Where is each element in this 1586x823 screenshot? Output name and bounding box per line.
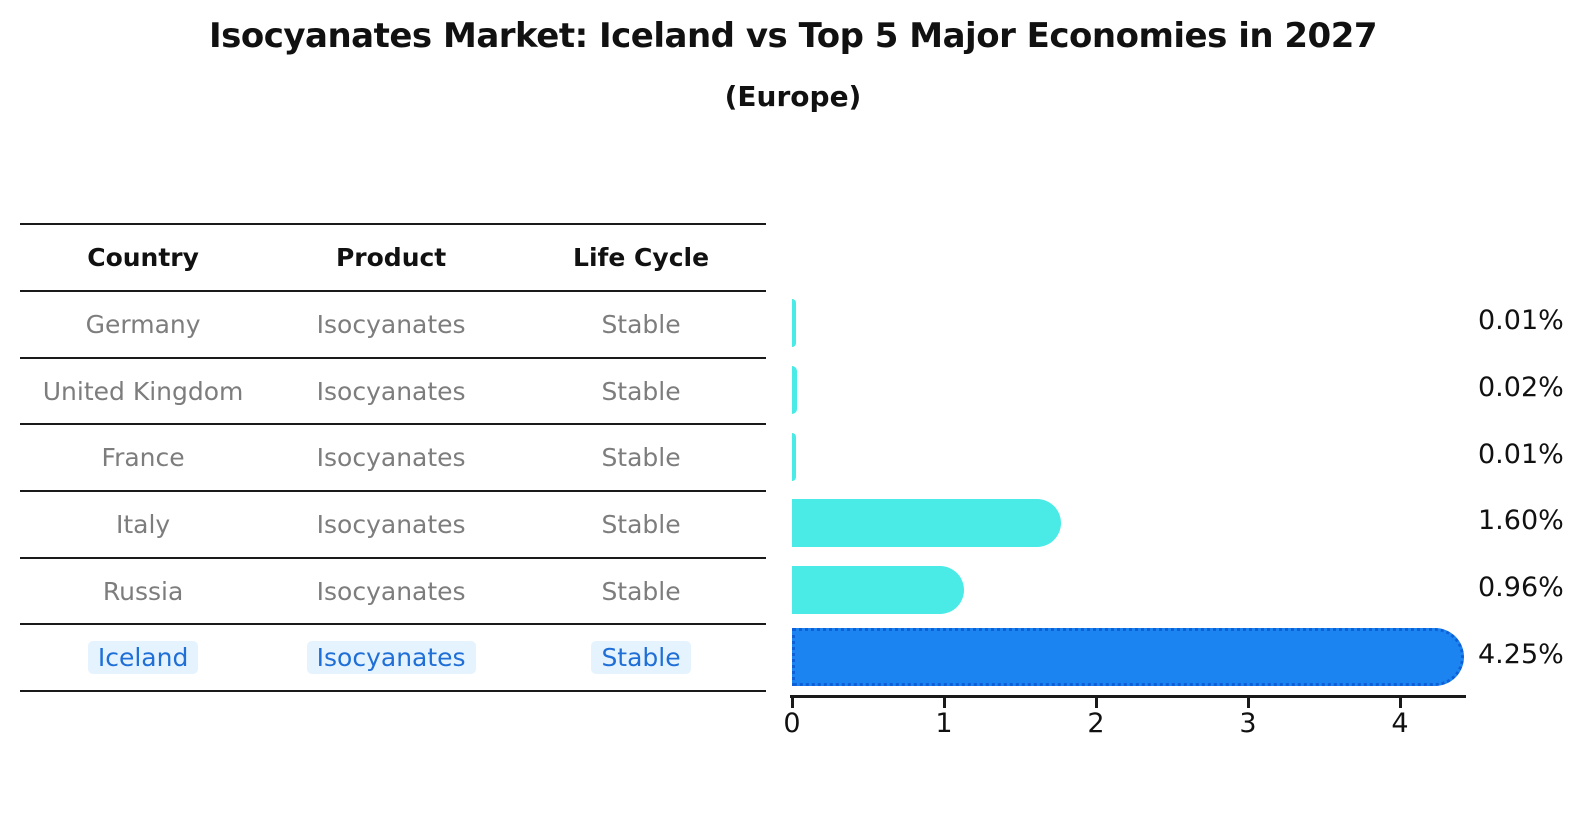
x-tick-1 xyxy=(943,698,946,708)
table-cell-life-cycle: Stable xyxy=(516,508,766,541)
table-cell-product: Isocyanates xyxy=(266,641,516,675)
chart-title: Isocyanates Market: Iceland vs Top 5 Maj… xyxy=(208,16,1378,56)
table-header-row: Country Product Life Cycle xyxy=(20,223,766,290)
table-cell-life-cycle-text: Stable xyxy=(591,641,691,675)
table-cell-country: Iceland xyxy=(20,641,266,675)
x-tick-3 xyxy=(1247,698,1250,708)
value-label-italy: 1.60% xyxy=(1478,505,1564,537)
table-cell-product-text: Isocyanates xyxy=(316,309,466,339)
chart-subtitle: (Europe) xyxy=(724,80,862,113)
comparison-table: Country Product Life Cycle Germany Isocya… xyxy=(20,223,766,693)
bar-row-iceland xyxy=(792,623,1492,690)
bar-russia xyxy=(792,565,964,614)
table-cell-product-text: Isocyanates xyxy=(316,376,466,406)
x-axis-line xyxy=(790,695,1466,698)
table-row-russia: Russia Isocyanates Stable xyxy=(20,556,766,624)
table-cell-country-text: Iceland xyxy=(87,641,199,675)
table-cell-product: Isocyanates xyxy=(266,308,516,341)
x-tick-label-1: 1 xyxy=(935,708,953,739)
x-tick-label-2: 2 xyxy=(1087,708,1105,739)
table-row-italy: Italy Isocyanates Stable xyxy=(20,490,766,557)
table-cell-product-text: Isocyanates xyxy=(316,509,466,539)
table-cell-product-text: Isocyanates xyxy=(316,443,466,473)
table-cell-country: France xyxy=(20,441,266,474)
x-tick-label-4: 4 xyxy=(1391,708,1409,739)
table-cell-country: United Kingdom xyxy=(20,375,266,408)
table-cell-country: Italy xyxy=(20,508,266,541)
x-tick-0 xyxy=(791,698,794,708)
table-cell-country: Germany xyxy=(20,308,266,341)
table-cell-product: Isocyanates xyxy=(266,575,516,608)
table-header-country: Country xyxy=(87,243,199,272)
table-cell-life-cycle: Stable xyxy=(516,575,766,608)
table-cell-country: Russia xyxy=(20,575,266,608)
table-cell-life-cycle-text: Stable xyxy=(601,576,681,606)
table-cell-life-cycle: Stable xyxy=(516,441,766,474)
bar-iceland xyxy=(792,627,1464,686)
x-tick-4 xyxy=(1399,698,1402,708)
table-cell-life-cycle: Stable xyxy=(516,375,766,408)
value-label-united-kingdom: 0.02% xyxy=(1478,371,1564,403)
table-row-france: France Isocyanates Stable xyxy=(20,423,766,490)
bar-row-united-kingdom xyxy=(792,357,1492,424)
bar-italy xyxy=(792,499,1062,548)
value-label-iceland: 4.25% xyxy=(1478,638,1564,670)
table-body: Germany Isocyanates Stable United Kingdom Is… xyxy=(20,290,766,690)
table-row-germany: Germany Isocyanates Stable xyxy=(20,290,766,357)
bar-germany xyxy=(792,299,796,348)
table-row-iceland: Iceland Isocyanates Stable xyxy=(20,623,766,690)
bar-row-germany xyxy=(792,290,1492,357)
table-cell-country-text: France xyxy=(101,443,185,473)
table-cell-product: Isocyanates xyxy=(266,441,516,474)
table-header-life-cycle: Life Cycle xyxy=(573,243,710,272)
x-tick-label-3: 3 xyxy=(1239,708,1257,739)
bar-france xyxy=(792,432,796,481)
x-tick-2 xyxy=(1095,698,1098,708)
table-cell-product-text: Isocyanates xyxy=(306,641,476,675)
table-cell-country-text: Germany xyxy=(85,309,201,339)
table-cell-life-cycle-text: Stable xyxy=(601,309,681,339)
table-cell-product: Isocyanates xyxy=(266,508,516,541)
table-row-united-kingdom: United Kingdom Isocyanates Stable xyxy=(20,356,766,424)
table-cell-life-cycle: Stable xyxy=(516,308,766,341)
table-cell-life-cycle: Stable xyxy=(516,641,766,675)
value-label-russia: 0.96% xyxy=(1478,571,1564,603)
table-cell-product-text: Isocyanates xyxy=(316,576,466,606)
table-cell-life-cycle-text: Stable xyxy=(601,376,681,406)
table-cell-product: Isocyanates xyxy=(266,375,516,408)
bar-row-italy xyxy=(792,490,1492,557)
bar-plot xyxy=(792,290,1492,690)
table-header-product: Product xyxy=(335,243,447,272)
value-label-france: 0.01% xyxy=(1478,438,1564,470)
bar-united-kingdom xyxy=(792,365,798,414)
table-cell-life-cycle-text: Stable xyxy=(601,443,681,473)
table-cell-country-text: United Kingdom xyxy=(42,376,244,406)
table-cell-country-text: Italy xyxy=(115,509,171,539)
x-tick-label-0: 0 xyxy=(783,708,801,739)
bar-row-france xyxy=(792,423,1492,490)
table-cell-life-cycle-text: Stable xyxy=(601,509,681,539)
table-cell-country-text: Russia xyxy=(102,576,184,606)
bar-row-russia xyxy=(792,557,1492,624)
value-label-germany: 0.01% xyxy=(1478,305,1564,337)
